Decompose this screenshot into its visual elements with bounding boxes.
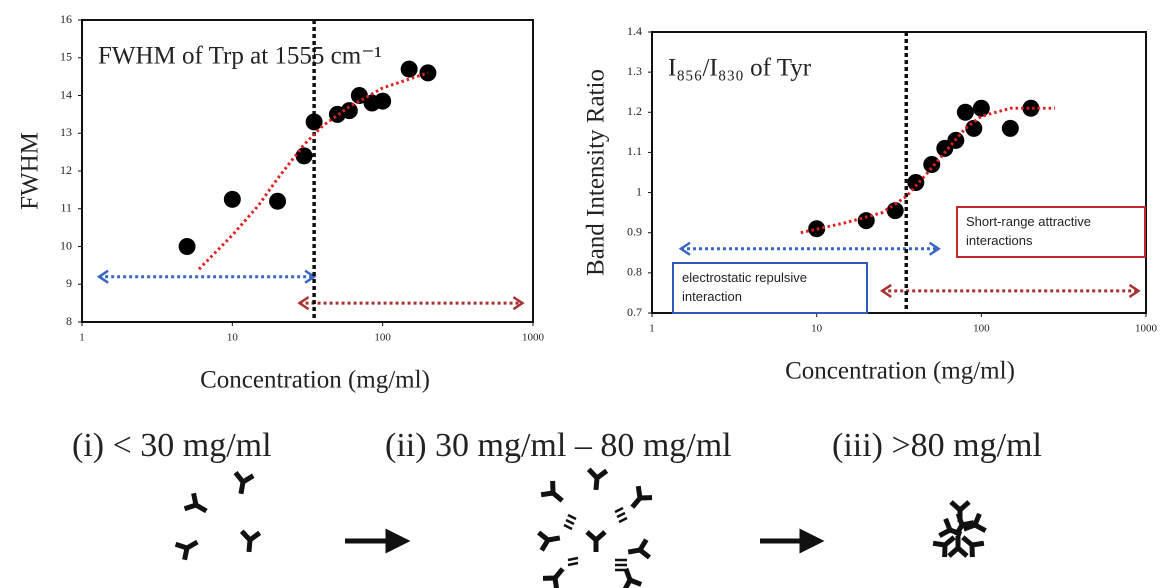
chart: (i) < 30 mg/ml (ii) 30 mg/ml – 80 mg/ml … — [0, 0, 1166, 588]
annotation: Short-range attractive interactions — [956, 206, 1146, 258]
x-tick-label: 1000 — [1135, 323, 1158, 335]
x-axis-label: Concentration (mg/ml) — [200, 367, 430, 394]
chart-title: I₈₅₆/I₈₃₀ of Tyr — [668, 55, 812, 82]
antibody-group-weak — [539, 469, 652, 588]
data-point — [306, 113, 323, 130]
y-tick-label: 12 — [60, 163, 72, 177]
y-tick-label: 1.1 — [627, 144, 642, 158]
y-tick-label: 15 — [60, 50, 72, 64]
antibody-group-dispersed — [176, 473, 260, 560]
data-point — [374, 93, 391, 110]
stage-label: (ii) 30 mg/ml – 80 mg/ml — [385, 427, 732, 464]
x-tick-label: 1 — [79, 332, 85, 344]
chart-title: FWHM of Trp at 1555 cm⁻¹ — [98, 43, 382, 70]
y-tick-label: 13 — [60, 125, 72, 139]
annotation: electrostatic repulsive interaction — [672, 262, 868, 314]
y-tick-label: 1.4 — [627, 24, 642, 38]
y-tick-label: 1.2 — [627, 104, 642, 118]
y-tick-label: 14 — [60, 87, 72, 101]
data-point — [907, 174, 924, 191]
x-tick-label: 1 — [649, 323, 655, 335]
x-axis-label: Concentration (mg/ml) — [785, 358, 1015, 385]
data-point — [1022, 100, 1039, 117]
data-point — [957, 104, 974, 121]
x-tick-label: 1000 — [522, 332, 545, 344]
x-tick-label: 10 — [811, 323, 823, 335]
y-axis-label: FWHM — [17, 132, 44, 210]
data-point — [973, 100, 990, 117]
y-tick-label: 16 — [60, 12, 72, 26]
y-tick-label: 1 — [636, 184, 642, 198]
data-point — [401, 61, 418, 78]
y-tick-label: 10 — [60, 238, 72, 252]
x-tick-label: 100 — [973, 323, 990, 335]
y-tick-label: 1.3 — [627, 64, 642, 78]
x-tick-label: 10 — [227, 332, 239, 344]
y-tick-label: 0.7 — [627, 305, 642, 319]
y-tick-label: 11 — [60, 201, 72, 215]
figure: (i) < 30 mg/ml (ii) 30 mg/ml – 80 mg/ml … — [0, 0, 1166, 588]
stage-label: (i) < 30 mg/ml — [72, 427, 272, 464]
data-point — [1002, 120, 1019, 137]
data-point — [269, 193, 286, 210]
y-tick-label: 0.9 — [627, 224, 642, 238]
y-axis-label: Band Intensity Ratio — [583, 69, 610, 276]
antibody-group-aggregated — [933, 502, 986, 557]
data-point — [923, 156, 940, 173]
stage-label: (iii) >80 mg/ml — [832, 427, 1042, 464]
data-point — [224, 191, 241, 208]
y-tick-label: 0.8 — [627, 265, 642, 279]
y-tick-label: 8 — [66, 314, 72, 328]
y-tick-label: 9 — [66, 276, 72, 290]
data-point — [179, 238, 196, 255]
x-tick-label: 100 — [374, 332, 391, 344]
